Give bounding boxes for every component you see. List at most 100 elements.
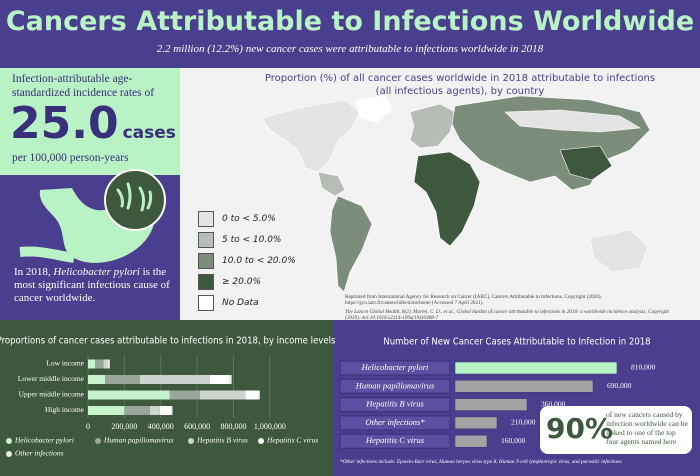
bar [454, 398, 528, 411]
highlight-text: of new cancers caused by infection world… [606, 410, 688, 446]
bar [454, 361, 618, 375]
bar-segment [199, 390, 246, 400]
footnote: *Other infections include: Epstein-Barr … [340, 459, 622, 465]
legend-swatch [198, 210, 214, 227]
category-box [339, 378, 451, 394]
bar [454, 416, 498, 430]
legend-swatch [198, 273, 214, 290]
note-text: In 2018, [14, 266, 54, 278]
x-tick-label: 1,000,000 [254, 422, 286, 431]
y-tick-label: Hepatitis B virus [365, 399, 424, 409]
map-credits: Reprinted from International Agency for … [345, 294, 680, 321]
y-tick-label: Human papillomavirus [355, 380, 435, 390]
bar-segment [149, 406, 160, 415]
bar-segment [171, 406, 173, 415]
bar [454, 380, 594, 393]
legend-label: ≥ 20.0% [222, 276, 261, 287]
bar-segment [88, 359, 96, 369]
bar-segment [124, 406, 150, 415]
legend-label: 10.0 to < 20.0% [222, 255, 296, 266]
value-label: 160,000 [501, 436, 526, 445]
category-box [339, 360, 451, 376]
incidence-per: per 100,000 person-years [12, 152, 129, 164]
y-tick-label: Lower middle income [18, 374, 85, 383]
legend-label: Other infections [15, 449, 64, 458]
legend-marker [258, 438, 264, 444]
x-tick-label: 800,000 [220, 422, 246, 431]
bar-segment [139, 375, 210, 384]
note-text: is the most significant infectious cause… [14, 266, 170, 304]
title: Cancers Attributable to Infections World… [5, 6, 695, 37]
bar-segment [245, 390, 258, 400]
bar [454, 434, 488, 448]
bar-segment [95, 359, 104, 369]
legend-marker [6, 438, 12, 444]
y-tick-label: Helicobacter pylori [361, 362, 429, 372]
incidence-bg [0, 68, 180, 175]
legend-label: Hepatitis C virus [266, 436, 318, 445]
bar-segment [229, 375, 232, 384]
y-tick-label: Hepatitis C virus [365, 435, 425, 445]
highlight-value: 90% [546, 412, 614, 445]
value-label: 210,000 [511, 418, 536, 427]
header-bg [0, 0, 700, 68]
pylori-note: In 2018, Helicobacter pylori is the most… [14, 266, 176, 305]
value-label: 360,000 [541, 399, 566, 408]
map-legend: 0 to < 5.0% 5 to < 10.0% 10.0 to < 20.0% ≥ … [198, 208, 296, 313]
bar-segment [88, 390, 170, 400]
subtitle: 2.2 million (12.2%) new cancer cases wer… [156, 43, 544, 55]
bar-segment [258, 390, 260, 400]
highlight-box: 90% of new cancers caused by infection w… [540, 406, 692, 454]
map-title: Proportion (%) of all cancer cases world… [264, 73, 656, 97]
legend-label: 5 to < 10.0% [222, 234, 282, 245]
legend-item: 10.0 to < 20.0% [198, 250, 296, 271]
x-tick-label: 600,000 [184, 422, 210, 431]
x-tick-label: 0 [86, 422, 90, 431]
y-tick-label: Other infections* [365, 417, 425, 427]
legend-label: Human papillomavirus [103, 436, 173, 445]
value-label: 810,000 [631, 363, 656, 372]
legend-label: Helicobacter pylori [14, 436, 74, 445]
y-tick-label: Upper middle income [19, 390, 85, 399]
chart-title: Proportions of cancer cases attributable… [0, 336, 336, 347]
incidence-intro: Infection-attributable age-standardized … [12, 73, 155, 99]
legend-label: 0 to < 5.0% [222, 213, 276, 224]
incidence-figure: 25.0 cases [10, 98, 176, 149]
legend-label: Hepatitis B virus [196, 436, 248, 445]
legend-swatch [198, 231, 214, 248]
bar-segment [105, 375, 140, 384]
legend-item: 0 to < 5.0% [198, 208, 296, 229]
value-label: 690,000 [607, 381, 632, 390]
y-tick-label: High income [45, 405, 85, 414]
bar-segment [103, 359, 108, 369]
chart-title: Number of New Cancer Cases Attributable … [383, 337, 650, 348]
incidence-value: 25.0 [10, 98, 119, 149]
legend-marker [188, 438, 194, 444]
bar-segment [108, 359, 109, 369]
bar-segment [88, 406, 125, 415]
legend-swatch [198, 294, 214, 311]
x-tick-label: 400,000 [148, 422, 174, 431]
legend-swatch [198, 252, 214, 269]
legend-item: 5 to < 10.0% [198, 229, 296, 250]
note-species: Helicobacter pylori [53, 266, 140, 278]
legend-marker [6, 451, 12, 457]
category-box [339, 433, 451, 449]
bar-segment [108, 359, 110, 369]
category-box [339, 397, 451, 413]
credit: The Lancet Global Health, 8(2), Martel, … [345, 309, 669, 321]
bar-segment [88, 375, 106, 384]
bar-segment [159, 406, 172, 415]
world-map [261, 95, 651, 293]
legend-item: No Data [198, 292, 296, 313]
legend-label: No Data [222, 297, 259, 308]
category-box [339, 415, 451, 431]
x-tick-label: 200,000 [111, 422, 137, 431]
incidence-unit: cases [122, 123, 176, 143]
bar-segment [169, 390, 200, 400]
credit: Reprinted from International Agency for … [345, 294, 602, 306]
legend-marker [95, 438, 101, 444]
y-tick-label: Low income [46, 359, 84, 368]
